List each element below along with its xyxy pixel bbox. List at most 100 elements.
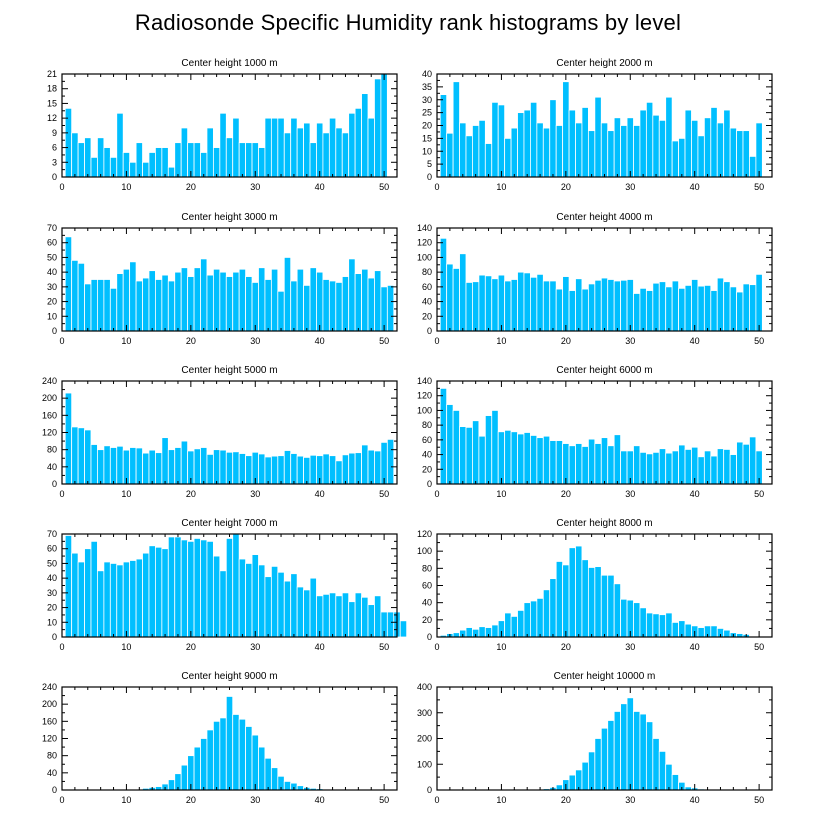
histogram-bar: [380, 286, 388, 332]
histogram-bar: [206, 127, 214, 178]
x-tick-label: 20: [561, 795, 571, 805]
y-tick-label: 30: [47, 282, 57, 292]
histogram-bar: [639, 607, 647, 638]
x-tick-label: 10: [496, 336, 506, 346]
histogram-bar: [678, 444, 686, 485]
histogram-bar: [374, 78, 382, 178]
histogram-bar: [367, 277, 375, 332]
y-tick-label: 20: [47, 603, 57, 613]
histogram-bar: [491, 101, 499, 178]
x-tick-label: 0: [434, 182, 439, 192]
histogram-bar: [575, 122, 583, 178]
histogram-bar: [116, 112, 124, 178]
x-tick-label: 50: [379, 489, 389, 499]
histogram-bar: [600, 574, 609, 638]
histogram-bar: [187, 540, 195, 638]
histogram-bar: [626, 279, 634, 332]
x-tick-label: 20: [561, 336, 571, 346]
histogram-bar: [219, 449, 227, 485]
histogram-bar: [581, 107, 589, 178]
histogram-bar: [71, 259, 79, 332]
x-tick-label: 50: [379, 642, 389, 652]
histogram-bar: [459, 426, 467, 485]
histogram-bar: [135, 280, 143, 332]
y-tick-label: 60: [47, 238, 57, 248]
histogram-bar: [309, 142, 317, 178]
histogram-bar: [348, 452, 356, 485]
histogram-bar: [322, 132, 330, 178]
histogram-bar: [245, 563, 253, 638]
x-tick-label: 0: [434, 642, 439, 652]
histogram-bar: [510, 431, 518, 485]
histogram-bar: [148, 270, 156, 332]
histogram-bar: [193, 538, 201, 638]
main-title: Radiosonde Specific Humidity rank histog…: [134, 10, 682, 35]
y-tick-label: 40: [422, 69, 432, 79]
y-tick-label: 80: [422, 420, 432, 430]
y-tick-label: 40: [422, 450, 432, 460]
histogram-bar: [736, 291, 744, 332]
histogram-bar: [530, 276, 538, 332]
x-tick-label: 20: [561, 489, 571, 499]
histogram-bar: [328, 592, 337, 638]
histogram-bar: [148, 449, 156, 485]
y-tick-label: 40: [47, 267, 57, 277]
y-tick-label: 30: [422, 95, 432, 105]
panel-title: Center height 7000 m: [181, 518, 277, 529]
histogram-bar: [155, 147, 163, 178]
histogram-panel-8: Center height 8000 m 0 10 20 30 40 50 0 20 40 60 80…: [417, 518, 773, 652]
histogram-bar: [155, 452, 163, 485]
histogram-bar: [245, 142, 253, 178]
histogram-bar: [517, 271, 525, 332]
y-tick-label: 0: [52, 172, 57, 182]
histogram-bar: [84, 137, 92, 178]
histogram-bar: [193, 267, 201, 332]
histogram-bar: [225, 276, 234, 332]
x-tick-label: 40: [690, 489, 700, 499]
histogram-bar: [645, 101, 654, 178]
histogram-bar: [238, 453, 247, 485]
histogram-bar: [484, 415, 493, 485]
histogram-bar: [348, 258, 356, 332]
histogram-bar: [749, 284, 757, 332]
y-tick-label: 100: [417, 405, 432, 415]
histogram-bar: [620, 279, 628, 332]
histogram-bar: [723, 109, 731, 178]
histogram-bar: [341, 592, 350, 638]
y-tick-label: 200: [417, 734, 432, 744]
x-tick-label: 10: [496, 795, 506, 805]
histogram-bar: [581, 761, 589, 791]
histogram-bar: [296, 455, 304, 485]
y-tick-label: 21: [47, 69, 57, 79]
panel-title: Center height 10000 m: [554, 671, 656, 682]
x-tick-label: 0: [59, 642, 64, 652]
histogram-bar: [530, 435, 538, 485]
histogram-bar: [665, 286, 673, 332]
panel-title: Center height 1000 m: [181, 58, 277, 69]
y-tick-label: 100: [417, 546, 432, 556]
histogram-bar: [568, 547, 576, 638]
histogram-bar: [594, 279, 602, 332]
histogram-bar: [452, 632, 460, 638]
y-tick-label: 60: [422, 282, 432, 292]
histogram-bar: [703, 117, 712, 178]
histogram-bar: [562, 443, 570, 485]
x-tick-label: 50: [754, 795, 764, 805]
y-tick-label: 80: [47, 751, 57, 761]
histogram-bar: [129, 161, 137, 178]
histogram-bar: [678, 287, 686, 332]
y-tick-label: 15: [47, 98, 57, 108]
histogram-bar: [594, 96, 602, 178]
histogram-bar: [665, 612, 673, 638]
histogram-bar: [613, 583, 621, 638]
histogram-bar: [613, 117, 621, 178]
histogram-bar: [258, 746, 266, 791]
histogram-bar: [652, 282, 660, 332]
histogram-bar: [478, 119, 486, 178]
histogram-bar: [283, 781, 292, 791]
histogram-bar: [200, 447, 208, 485]
x-tick-label: 30: [250, 182, 260, 192]
histogram-bar: [613, 280, 621, 332]
x-tick-label: 20: [561, 642, 571, 652]
histogram-bar: [439, 94, 448, 178]
